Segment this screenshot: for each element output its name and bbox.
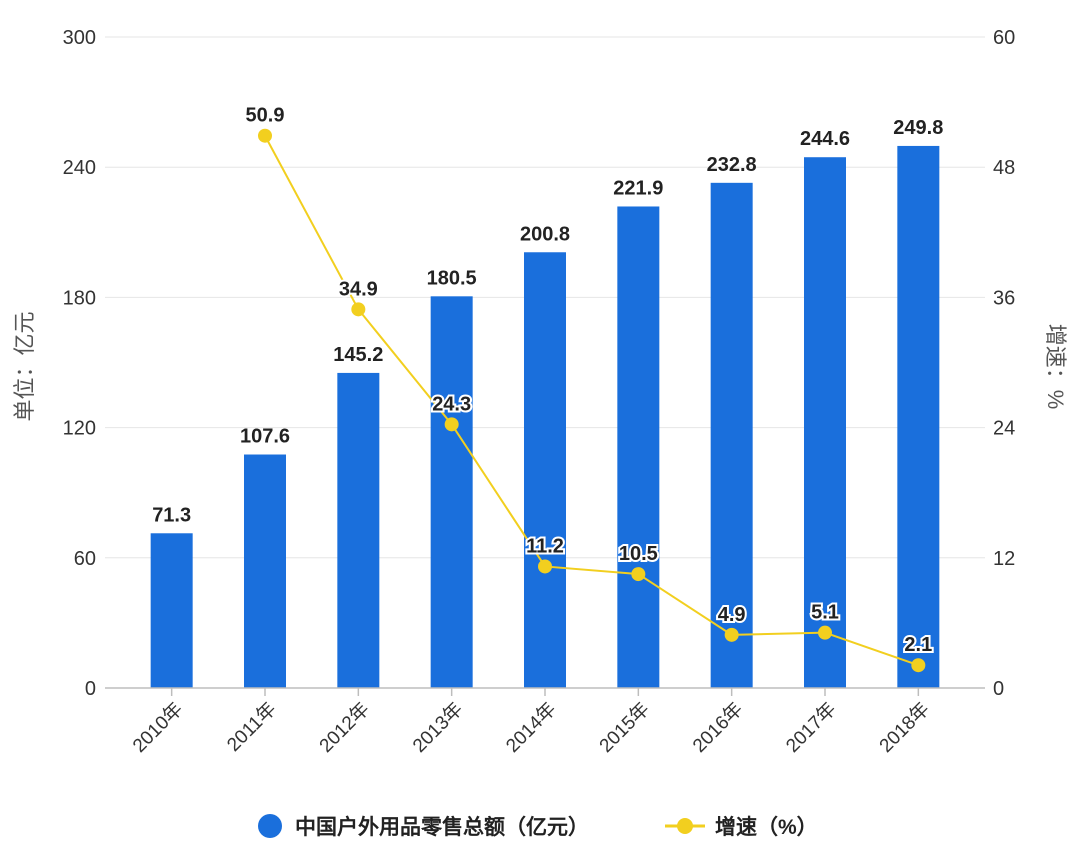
x-tick-label: 2012年 [315, 698, 374, 757]
bar [244, 454, 286, 688]
left-tick-label: 0 [85, 678, 96, 700]
bar-value-label: 107.6 [240, 426, 290, 448]
bar-value-label: 200.8 [520, 223, 570, 245]
bar [897, 145, 940, 688]
growth-line [264, 135, 919, 667]
bar [430, 296, 473, 688]
left-tick-label: 60 [74, 548, 96, 570]
right-tick-label: 60 [993, 27, 1015, 49]
x-axis: 2010年 2011年 2012年 2013年 2014年 2015年 2016年 2017年… [105, 687, 985, 757]
legend: 中国户外用品零售总额（亿元） 增速（%） [258, 814, 818, 839]
left-axis-title: 单位：亿元 [12, 311, 37, 421]
growth-value-label: 34.9 [339, 278, 378, 300]
legend-line-label: 增速（%） [715, 815, 818, 839]
bar-value-label: 244.6 [800, 128, 850, 150]
growth-value-label: 2.1 [904, 634, 932, 656]
bar-value-label: 249.8 [893, 117, 943, 139]
x-tick-label: 2013年 [408, 698, 467, 757]
growth-point [444, 417, 459, 432]
bar-value-label: 221.9 [613, 177, 663, 199]
left-tick-label: 300 [63, 27, 96, 49]
legend-line-marker [677, 818, 693, 834]
x-tick-label: 2017年 [782, 698, 841, 757]
growth-point [911, 658, 926, 673]
right-tick-label: 0 [993, 678, 1004, 700]
x-tick-label: 2010年 [128, 698, 187, 757]
bar-value-label: 71.3 [152, 504, 191, 526]
left-tick-label: 180 [63, 287, 96, 309]
growth-point [724, 627, 739, 642]
bar [150, 533, 193, 688]
x-tick-label: 2016年 [688, 698, 747, 757]
growth-value-label: 11.2 [526, 535, 564, 557]
growth-point [538, 559, 552, 574]
right-axis-title: 增速：% [1043, 324, 1068, 410]
growth-value-label: 50.9 [246, 105, 285, 127]
growth-value-label: 4.9 [718, 604, 746, 626]
growth-point [818, 625, 832, 640]
growth-value-label: 24.3 [432, 393, 471, 415]
x-tick-label: 2018年 [875, 698, 934, 757]
growth-point [351, 302, 366, 317]
bar [337, 372, 380, 688]
bar [617, 206, 660, 689]
right-tick-label: 24 [993, 418, 1015, 440]
growth-value-label: 10.5 [619, 543, 658, 565]
bar [524, 252, 566, 688]
legend-bar-marker [258, 814, 282, 838]
right-axis: 0 12 24 36 48 60 [993, 27, 1015, 700]
growth-value-label: 5.1 [811, 602, 839, 624]
bar-value-label: 180.5 [427, 267, 477, 289]
left-tick-label: 120 [63, 418, 96, 440]
right-tick-label: 36 [993, 287, 1015, 309]
bar-value-label: 232.8 [707, 154, 757, 176]
x-tick-label: 2015年 [595, 698, 654, 757]
bar [710, 182, 753, 688]
bar [804, 157, 846, 688]
x-tick-label: 2014年 [502, 698, 561, 757]
bar-series: 71.3 107.6 145.2 180.5 200.8 221.9 232.8 244.6 2… [150, 117, 943, 689]
right-tick-label: 48 [993, 157, 1015, 179]
legend-bar-label: 中国户外用品零售总额（亿元） [295, 815, 589, 839]
growth-point [258, 128, 272, 143]
right-tick-label: 12 [993, 548, 1015, 570]
growth-line-series: 50.9 34.9 24.3 11.2 10.5 4.9 5.1 2.1 [244, 103, 934, 673]
left-axis: 0 60 120 180 240 300 [63, 27, 96, 700]
growth-point [631, 567, 646, 582]
x-tick-label: 2011年 [223, 698, 281, 756]
bar-value-label: 145.2 [333, 344, 383, 366]
left-tick-label: 240 [63, 157, 96, 179]
